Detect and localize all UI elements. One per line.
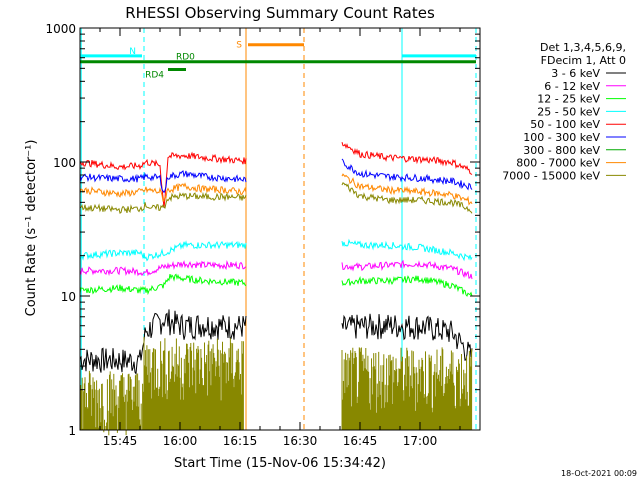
legend-label-7: 800 - 7000 keV: [516, 157, 600, 170]
legend-label-2: 12 - 25 keV: [537, 93, 600, 106]
legend-label-5: 100 - 300 keV: [523, 131, 600, 144]
chart-title: RHESSI Observing Summary Count Rates: [125, 4, 435, 22]
legend-label-4: 50 - 100 keV: [530, 118, 600, 131]
series-6-12-kev-segment-1: [341, 259, 473, 280]
x-tick-label-5: 17:00: [403, 434, 438, 448]
series-6-12-kev-segment-0: [79, 260, 247, 277]
series-7000-15000-kev-segment-0: [79, 191, 247, 214]
flag-label-n: N: [129, 47, 136, 57]
low-count-trace-1: [143, 337, 244, 430]
x-tick-label-4: 16:45: [343, 434, 378, 448]
x-tick-label-1: 16:00: [163, 434, 198, 448]
series-7000-15000-kev-segment-1: [341, 182, 473, 214]
legend-label-3: 25 - 50 keV: [537, 105, 600, 118]
y-tick-label-2: 100: [53, 156, 76, 170]
series-800-7000-kev-segment-0: [79, 182, 247, 202]
series-12-25-kev-segment-0: [79, 273, 247, 296]
y-tick-label-3: 1000: [45, 22, 76, 36]
y-axis-label: Count Rate (s⁻¹ detector⁻¹): [24, 140, 39, 317]
axes: 15:45 16:00 16:15 16:30 16:45 17:00 1 10 100 1000: [45, 22, 481, 448]
series-50-100-kev-segment-0: [79, 151, 247, 208]
x-tick-label-0: 15:45: [103, 434, 138, 448]
series-12-25-kev-segment-1: [341, 275, 473, 297]
plot-area: N S RD0 RD4: [79, 28, 477, 436]
series-25-50-kev-segment-1: [341, 238, 473, 262]
legend-label-0: 3 - 6 keV: [551, 67, 600, 80]
x-tick-label-3: 16:30: [283, 434, 318, 448]
legend-header-1: FDecim 1, Att 0: [541, 54, 626, 67]
series-50-100-kev-segment-1: [341, 142, 473, 175]
series-3-6-kev-segment-1: [341, 313, 473, 361]
series-3-6-kev-segment-0: [79, 309, 247, 375]
legend-header-0: Det 1,3,4,5,6,9,: [540, 41, 626, 54]
low-count-trace-2: [341, 347, 473, 430]
series-100-300-kev-segment-0: [79, 170, 247, 194]
x-tick-label-2: 16:15: [223, 434, 258, 448]
legend-label-6: 300 - 800 keV: [523, 144, 600, 157]
legend: Det 1,3,4,5,6,9,FDecim 1, Att 03 - 6 keV…: [502, 41, 626, 182]
footer-timestamp: 18-Oct-2021 00:09: [561, 469, 637, 478]
flag-label-rd0: RD0: [176, 53, 195, 63]
series-100-300-kev-segment-1: [341, 158, 473, 191]
flag-label-s: S: [236, 41, 242, 51]
series-25-50-kev-segment-0: [79, 240, 247, 262]
low-count-trace-0: [79, 370, 144, 436]
y-tick-label-1: 10: [61, 290, 76, 304]
series-800-7000-kev-segment-1: [341, 173, 473, 206]
x-axis-label: Start Time (15-Nov-06 15:34:42): [174, 456, 386, 471]
legend-label-1: 6 - 12 keV: [544, 80, 600, 93]
flag-label-rd4: RD4: [145, 71, 164, 81]
y-tick-label-0: 1: [68, 424, 76, 438]
legend-label-8: 7000 - 15000 keV: [502, 169, 600, 182]
